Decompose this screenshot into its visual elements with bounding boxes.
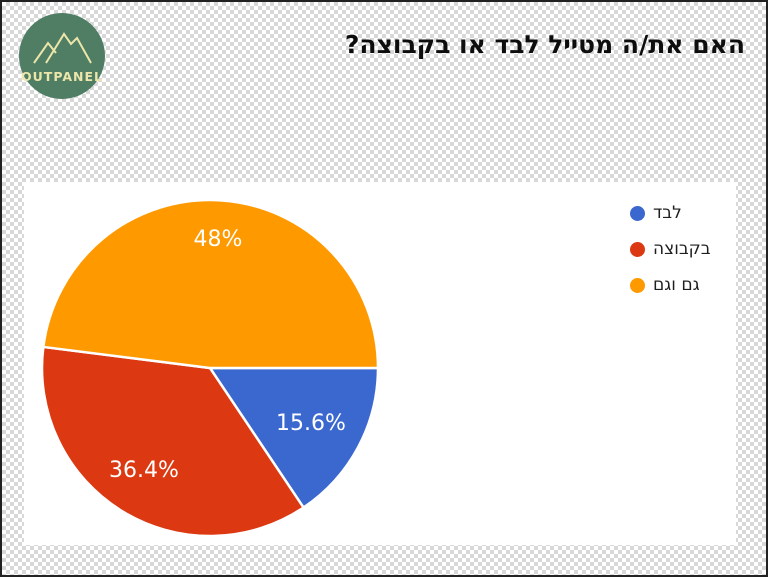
brand-logo: OUTPANEL bbox=[19, 13, 105, 99]
pie-slice-both bbox=[42, 198, 380, 370]
chart-legend: לבד בקבוצה גם וגם bbox=[630, 195, 711, 303]
legend-item-alone: לבד bbox=[630, 195, 711, 231]
legend-label: לבד bbox=[653, 203, 682, 223]
brand-name: OUTPANEL bbox=[21, 68, 103, 84]
pie-slice-group bbox=[40, 345, 305, 538]
legend-label: בקבוצה bbox=[653, 239, 711, 259]
legend-item-group: בקבוצה bbox=[630, 231, 711, 267]
mountain-icon bbox=[33, 31, 92, 64]
legend-item-both: גם וגם bbox=[630, 267, 711, 303]
chart-panel: 48% 15.6% 36.4% לבד בקבוצה גם וגם bbox=[24, 182, 736, 545]
slice-label-both: 48% bbox=[193, 227, 243, 252]
legend-dot-blue-icon bbox=[630, 205, 645, 221]
legend-dot-orange-icon bbox=[630, 277, 645, 293]
slice-label-alone: 15.6% bbox=[276, 411, 346, 436]
slice-label-group: 36.4% bbox=[109, 458, 179, 483]
pie-chart bbox=[40, 198, 380, 538]
legend-dot-red-icon bbox=[630, 241, 645, 257]
legend-label: גם וגם bbox=[653, 275, 700, 295]
chart-title: האם את/ה מטייל לבד או בקבוצה? bbox=[344, 30, 745, 59]
pie-slice-alone bbox=[208, 366, 380, 509]
